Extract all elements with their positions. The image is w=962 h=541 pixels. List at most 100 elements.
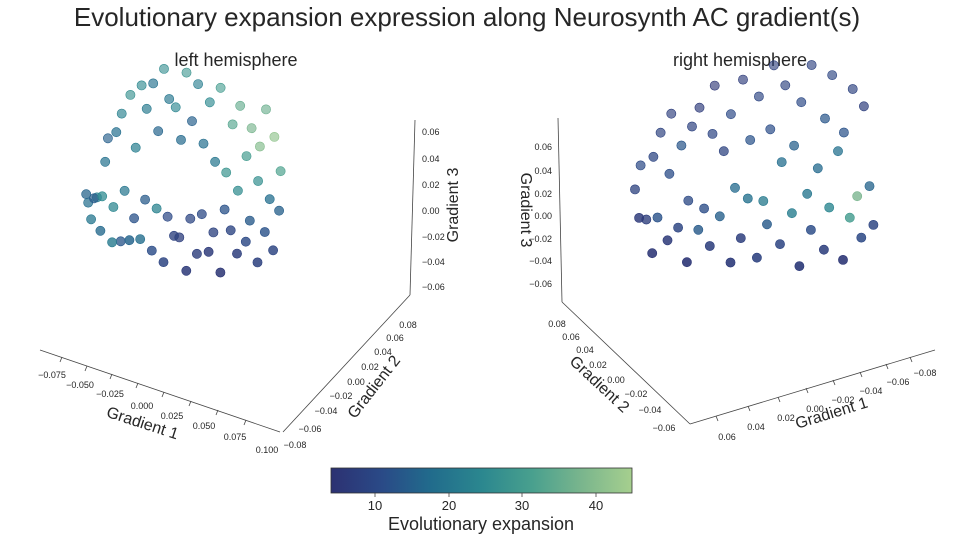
right-point: [709, 80, 720, 91]
right-g3-tick-5: 0.04: [534, 166, 552, 176]
right-point: [864, 181, 875, 191]
left-point: [116, 108, 127, 119]
right-gradient2-axis: [561, 301, 691, 425]
left-g1-tick-3: 0.000: [131, 401, 154, 411]
right-g3-tick-3: 0.00: [534, 211, 552, 221]
left-point: [103, 133, 113, 144]
right-point: [634, 212, 644, 223]
left-point: [196, 209, 207, 220]
right-point: [666, 108, 677, 119]
left-gradient3-axis: [409, 119, 416, 296]
left-point: [215, 267, 226, 278]
right-gradient2-ticks: −0.06 −0.04 −0.02 0.00 0.02 0.04 0.06 0.…: [548, 319, 675, 433]
right-g1-tick-2: −0.04: [860, 386, 883, 396]
left-point: [124, 235, 135, 246]
left-point: [162, 211, 173, 222]
left-subtitle: left hemisphere: [174, 50, 297, 70]
right-g3-tick-6: 0.06: [534, 142, 552, 152]
figure-title: Evolutionary expansion expression along …: [74, 2, 860, 32]
left-point: [148, 78, 159, 89]
left-point: [191, 248, 202, 259]
left-g2-tick-1: −0.06: [299, 424, 322, 434]
left-point: [81, 189, 92, 200]
right-point: [687, 121, 697, 132]
right-point: [787, 208, 797, 219]
left-point: [240, 236, 251, 247]
left-point: [136, 80, 147, 91]
right-point: [856, 232, 867, 243]
left-point: [111, 127, 122, 138]
left-point: [204, 97, 215, 108]
left-point: [108, 202, 119, 212]
right-point: [635, 160, 646, 171]
left-g2-tick-7: 0.06: [386, 333, 404, 343]
colorbar: 10 20 30 40 Evolutionary expansion: [330, 467, 633, 534]
right-point: [844, 212, 855, 223]
right-point: [819, 244, 829, 255]
left-point: [232, 185, 243, 196]
colorbar-tick-1: 20: [442, 498, 456, 513]
right-gradient1-axis: [689, 349, 936, 425]
left-point: [208, 227, 219, 238]
left-g3-tick-6: 0.06: [422, 127, 440, 137]
left-point: [181, 67, 192, 78]
left-point: [115, 236, 126, 247]
right-point: [820, 113, 830, 124]
left-point: [170, 102, 181, 113]
right-g1-tick-0: −0.08: [914, 368, 937, 378]
left-point: [146, 245, 157, 256]
left-panel: left hemisphere −0.075 −0.050 −0.025 0.0…: [38, 50, 462, 455]
right-point: [794, 261, 805, 271]
right-gradient3-ticks: −0.06 −0.04 −0.02 0.00 0.02 0.04 0.06: [529, 142, 552, 289]
right-gradient3-axis: [557, 117, 563, 303]
right-point: [762, 219, 772, 230]
right-g1-tickmark-6: [885, 363, 889, 370]
left-gradient1-axis: [39, 349, 281, 433]
right-g1-tickmark-4: [832, 379, 836, 386]
right-point: [765, 124, 776, 135]
left-point: [246, 123, 257, 134]
left-point: [100, 156, 111, 167]
right-gradient3-label: Gradient 3: [517, 173, 534, 248]
left-point: [159, 64, 169, 74]
colorbar-gradient: [330, 467, 633, 494]
right-point: [735, 233, 746, 243]
left-g3-tick-5: 0.04: [422, 154, 440, 164]
left-point: [135, 234, 146, 244]
right-point: [699, 203, 709, 214]
left-point: [219, 204, 230, 215]
left-point: [244, 215, 255, 226]
right-point: [868, 219, 879, 230]
left-point: [203, 246, 214, 257]
left-g2-tick-4: 0.00: [347, 377, 365, 387]
right-point: [647, 248, 658, 259]
left-point: [210, 156, 220, 167]
left-g1-tick-4: 0.025: [161, 411, 184, 421]
left-g1-tickmark-5: [188, 400, 192, 407]
left-g1-tickmark-7: [243, 419, 247, 426]
right-point: [776, 157, 787, 167]
left-g2-tick-8: 0.08: [399, 320, 417, 330]
right-g1-tick-1: −0.06: [887, 377, 910, 387]
left-point: [125, 90, 136, 100]
left-point: [86, 214, 96, 225]
left-point: [269, 131, 280, 142]
right-g1-tick-5: 0.02: [777, 413, 795, 423]
right-g2-tick-4: 0.02: [589, 360, 607, 370]
right-point: [775, 239, 785, 249]
right-point: [683, 195, 694, 206]
right-g1-tick-7: 0.06: [718, 432, 736, 442]
right-point: [802, 188, 813, 199]
right-g1-tickmark-2: [777, 396, 781, 403]
left-point: [225, 225, 236, 236]
left-point: [151, 203, 162, 214]
right-point: [742, 193, 753, 204]
right-g2-tick-6: 0.06: [562, 332, 580, 342]
right-point: [664, 168, 675, 179]
left-point: [158, 257, 169, 267]
colorbar-tick-2: 30: [515, 498, 529, 513]
right-g3-tick-0: −0.06: [529, 279, 552, 289]
left-points: [81, 64, 286, 278]
right-point: [704, 241, 715, 251]
left-point: [169, 230, 179, 241]
